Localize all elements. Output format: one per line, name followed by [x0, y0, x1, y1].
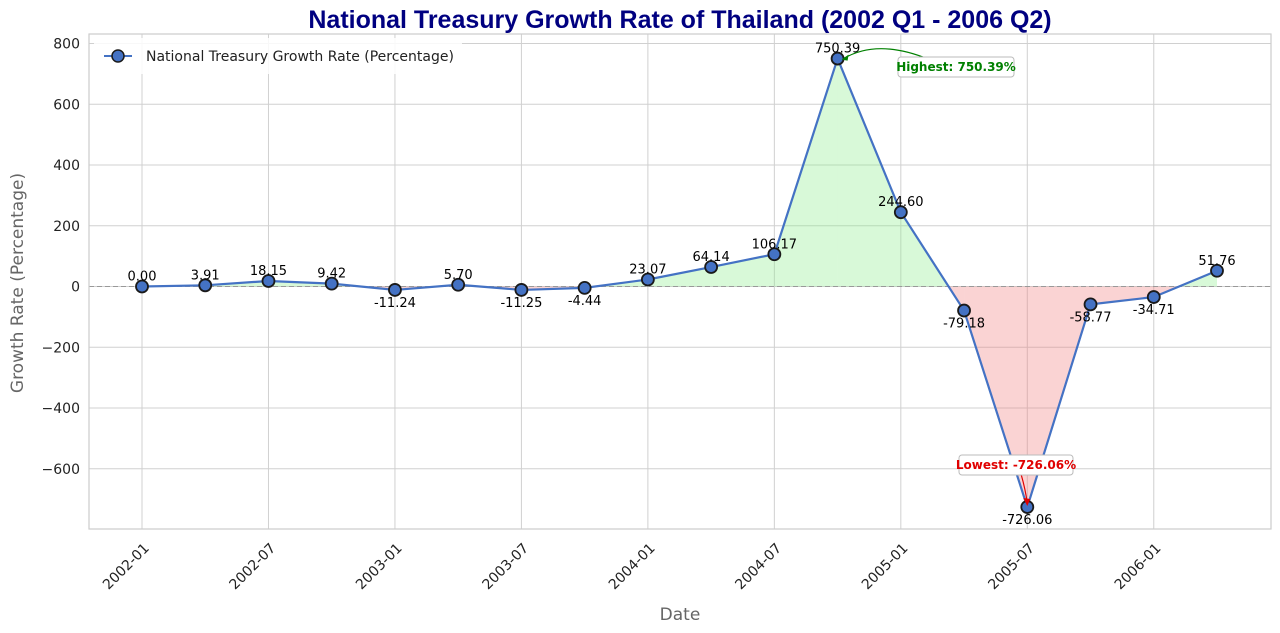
data-label-2003-07: -11.25 [500, 296, 542, 311]
data-label-2003-10: -4.44 [568, 294, 602, 309]
data-point-2006-01 [1146, 290, 1161, 304]
data-label-2002-10: 9.42 [317, 267, 346, 282]
data-point-2003-07 [514, 283, 529, 297]
legend: National Treasury Growth Rate (Percentag… [94, 38, 462, 74]
legend-entry-label: National Treasury Growth Rate (Percentag… [146, 49, 454, 65]
data-label-2006-01: -34.71 [1133, 303, 1175, 318]
y-axis-label: Growth Rate (Percentage) [8, 173, 28, 393]
data-label-2005-04: -79.18 [943, 317, 985, 332]
data-label-2004-04: 64.14 [693, 250, 730, 265]
y-tick-label: 200 [53, 219, 80, 235]
highest-arrow [843, 48, 929, 60]
data-point-2002-04 [198, 278, 213, 293]
data-point-2003-04 [451, 277, 466, 292]
plot-frame [88, 33, 1272, 530]
data-point-2004-04 [704, 260, 719, 274]
data-label-2003-04: 5.70 [444, 268, 473, 283]
x-axis-label: Date [660, 605, 701, 625]
data-point-2005-10 [1083, 297, 1098, 312]
y-tick-label: 0 [71, 280, 80, 296]
data-label-2002-04: 3.91 [191, 268, 220, 283]
data-point-2003-01 [388, 283, 402, 297]
highest-callout-box [897, 56, 1015, 78]
negative-area-fill [1090, 286, 1154, 305]
y-tick-label: 800 [53, 37, 80, 53]
data-points [135, 51, 1224, 514]
data-labels: 0.00 3.91 18.15 9.42 -11.24 5.70 -11.25 -4.44 23… [128, 42, 1236, 528]
y-tick-label: −400 [42, 401, 80, 417]
negative-area-fill [1027, 286, 1091, 508]
data-point-2005-01 [893, 205, 908, 220]
data-label-2002-07: 18.15 [250, 264, 287, 279]
data-label-2004-10: 750.39 [815, 42, 861, 57]
data-point-2004-01 [640, 272, 655, 287]
y-tick-label: −600 [42, 462, 80, 478]
positive-area-fill [774, 58, 838, 287]
lowest-callout-box [958, 454, 1074, 476]
lowest-callout-text: Lowest: -726.06% [956, 458, 1076, 472]
positive-area-fill [647, 267, 712, 287]
data-point-2005-04 [957, 303, 971, 318]
legend-box [94, 38, 462, 74]
data-label-2005-01: 244.60 [878, 195, 924, 210]
data-point-2002-07 [261, 274, 276, 288]
data-point-2003-10 [577, 280, 592, 295]
lowest-arrowhead [1023, 498, 1031, 507]
data-label-2003-01: -11.24 [374, 296, 416, 311]
data-label-2006-04: 51.76 [1198, 254, 1235, 269]
positive-area-fill [711, 254, 775, 287]
highest-callout-text: Highest: 750.39% [896, 60, 1016, 74]
data-label-2005-07: -726.06 [1002, 513, 1052, 528]
data-label-2004-07: 106.17 [752, 237, 798, 252]
negative-area-fill [964, 286, 1028, 508]
data-point-2006-04 [1210, 263, 1224, 278]
data-label-2005-10: -58.77 [1070, 310, 1112, 325]
y-tick-label: −200 [42, 340, 80, 356]
y-tick-label: 600 [53, 97, 80, 113]
y-axis-ticks: −600 −400 −200 0 200 400 600 800 [42, 37, 80, 478]
annotations: Highest: 750.39% Lowest: -726.06% [841, 48, 1076, 507]
legend-marker-swatch [111, 49, 125, 63]
data-label-2002-01: 0.00 [128, 270, 157, 285]
positive-area-fill [837, 58, 901, 287]
data-label-2004-01: 23.07 [629, 262, 666, 277]
data-point-2002-10 [324, 276, 339, 291]
y-tick-label: 400 [53, 158, 80, 174]
data-point-2004-07 [767, 247, 782, 262]
data-point-2002-01 [135, 279, 149, 294]
highest-arrowhead [841, 54, 849, 61]
chart-title: National Treasury Growth Rate of Thailan… [308, 6, 1051, 34]
